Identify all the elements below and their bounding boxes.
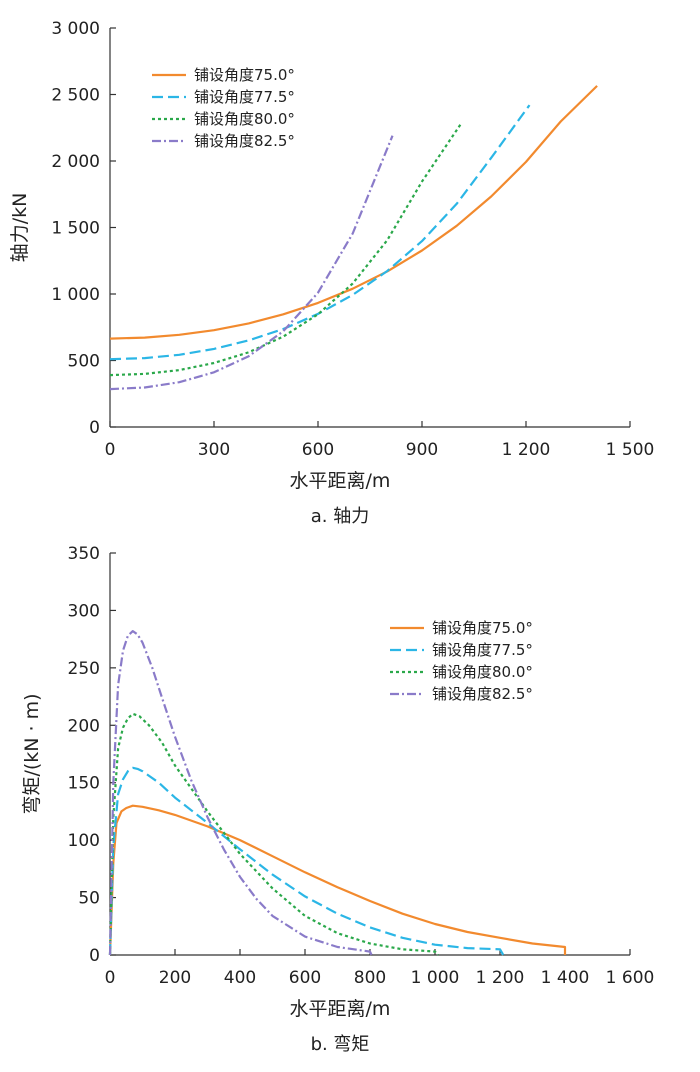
y-tick-label: 250 [68,659,100,679]
series-line-2 [108,712,440,956]
x-tick-label: 600 [302,440,334,460]
panel-caption: b. 弯矩 [311,1034,370,1055]
y-tick-label: 3 000 [51,19,100,39]
legend-label-1: 铺设角度77.5° [194,88,295,106]
series-line-1 [109,104,531,361]
series-line-3 [109,135,394,391]
legend-label-0: 铺设角度75.0° [194,66,295,84]
y-tick-label: 100 [68,831,100,851]
y-axis-title: 轴力/kN [9,193,31,263]
y-tick-label: 300 [68,601,100,621]
x-tick-label: 1 500 [606,440,655,460]
chart-panel-1: 0 200 400 600 800 1 000 1 200 1 400 1 600 0 50 100 1… [21,544,654,1055]
y-tick-label: 350 [68,544,100,564]
x-tick-label: 0 [105,440,116,460]
x-axis-title: 水平距离/m [290,470,391,492]
legend-label-3: 铺设角度82.5° [432,685,533,703]
y-tick-label: 200 [68,716,100,736]
legend-label-0: 铺设角度75.0° [432,619,533,637]
legend-label-3: 铺设角度82.5° [194,132,295,150]
x-tick-label: 1 200 [502,440,551,460]
x-tick-label: 800 [354,968,386,988]
y-tick-label: 150 [68,774,100,794]
chart-panel-0: 0 300 600 900 1 200 1 500 0 500 1 000 1 500 2 000 2… [9,19,654,527]
legend-label-2: 铺设角度80.0° [432,663,533,681]
x-tick-label: 1 200 [476,968,525,988]
x-tick-label: 1 000 [411,968,460,988]
y-tick-label: 1 000 [51,285,100,305]
x-tick-label: 1 600 [606,968,655,988]
x-tick-label: 200 [159,968,191,988]
series-line-0 [108,804,567,956]
x-axis-title: 水平距离/m [290,998,391,1020]
x-tick-label: 600 [289,968,321,988]
series-line-1 [108,766,505,956]
x-tick-label: 900 [406,440,438,460]
y-axis-title: 弯矩/(kN · m) [21,693,43,814]
y-tick-label: 0 [89,418,100,438]
series-line-3 [108,629,373,956]
y-tick-label: 50 [78,889,100,909]
legend-label-1: 铺设角度77.5° [432,641,533,659]
x-tick-label: 0 [105,968,116,988]
legend-label-2: 铺设角度80.0° [194,110,295,128]
y-tick-label: 0 [89,946,100,966]
y-tick-label: 2 500 [51,86,100,106]
panel-caption: a. 轴力 [311,506,369,527]
y-tick-label: 1 500 [51,219,100,239]
y-tick-label: 2 000 [51,152,100,172]
x-tick-label: 400 [224,968,256,988]
x-tick-label: 300 [198,440,230,460]
x-tick-label: 1 400 [541,968,590,988]
series-line-0 [109,85,598,340]
y-tick-label: 500 [68,352,100,372]
